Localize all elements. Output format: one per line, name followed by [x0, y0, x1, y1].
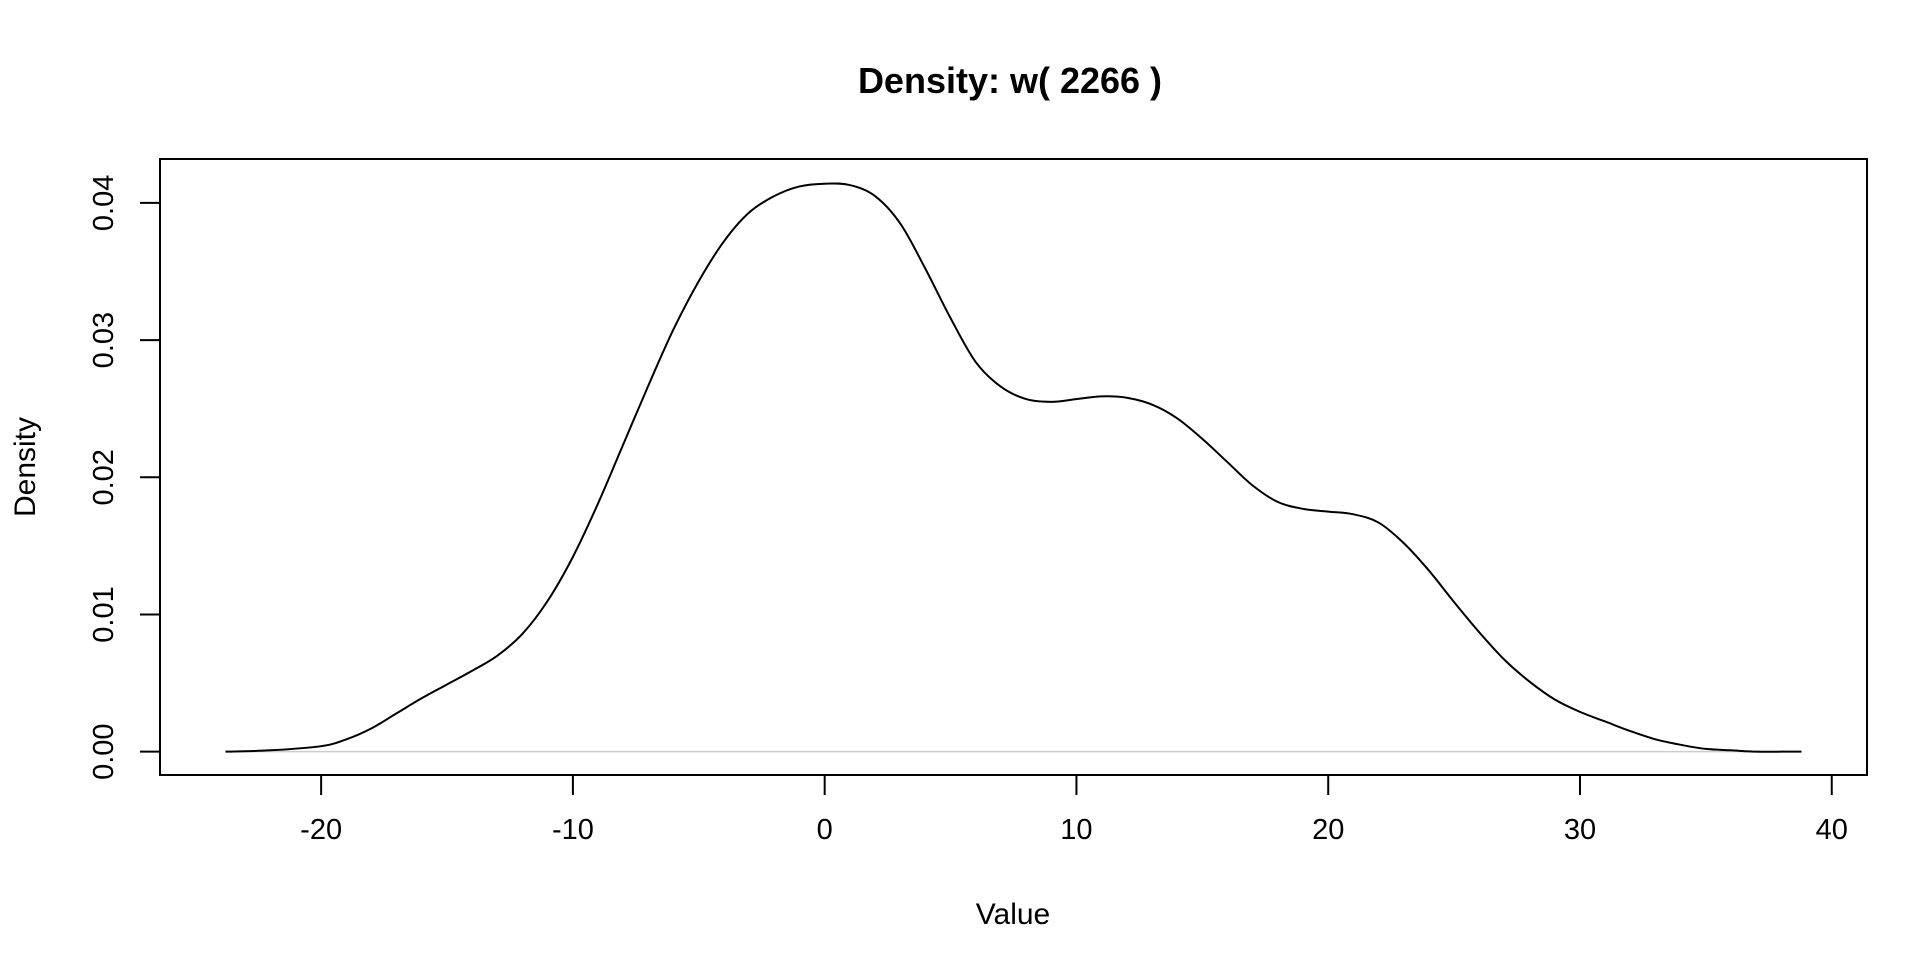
x-tick-label: 40 — [1816, 814, 1848, 846]
y-tick-label: 0.03 — [88, 312, 120, 368]
y-axis-label: Density — [9, 417, 42, 517]
y-tick-label: 0.00 — [88, 723, 120, 779]
y-tick-label: 0.04 — [88, 175, 120, 231]
density-line — [225, 182, 1802, 753]
chart-title: Density: w( 2266 ) — [858, 60, 1162, 101]
x-tick-label: 30 — [1564, 814, 1596, 846]
plot-frame — [159, 158, 1868, 776]
x-tick-label: 10 — [1060, 814, 1092, 846]
x-tick-label: -10 — [552, 814, 594, 846]
x-axis-label: Value — [976, 898, 1051, 931]
x-tick-label: 0 — [817, 814, 833, 846]
x-axis: -20 -10 0 10 20 30 40 — [300, 774, 1848, 846]
y-tick-label: 0.02 — [88, 449, 120, 505]
x-tick-label: 20 — [1312, 814, 1344, 846]
y-axis: 0.00 0.01 0.02 0.03 0.04 — [88, 175, 161, 780]
x-tick-label: -20 — [300, 814, 342, 846]
y-tick-label: 0.01 — [88, 586, 120, 642]
